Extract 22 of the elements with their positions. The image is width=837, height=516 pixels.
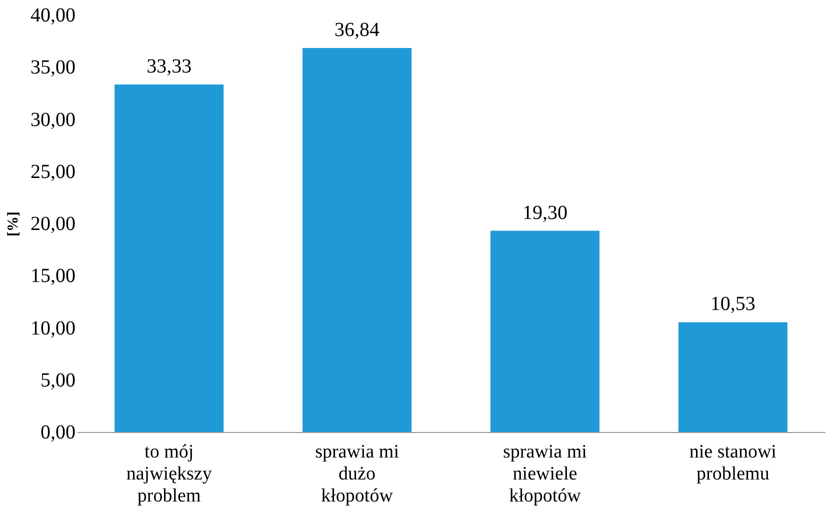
y-tick-label: 0,00: [40, 422, 76, 444]
y-tick-label: 35,00: [30, 56, 76, 79]
y-tick-label: 40,00: [30, 4, 76, 26]
data-label: 33,33: [146, 56, 192, 78]
bar: [490, 230, 600, 432]
y-tick-label: 25,00: [30, 160, 76, 183]
y-tick-label: 5,00: [40, 369, 76, 392]
y-tick-label: 10,00: [30, 317, 76, 340]
x-tick-label: sprawia mi niewiele kłopotów: [503, 442, 587, 506]
bar: [114, 84, 224, 432]
bar: [302, 48, 412, 432]
x-tick-label: sprawia mi dużo kłopotów: [315, 442, 399, 506]
x-tick-label: to mój największy problem: [126, 442, 212, 506]
data-label: 10,53: [710, 293, 756, 316]
y-tick-label: 20,00: [30, 213, 76, 235]
data-label: 36,84: [334, 18, 380, 41]
y-tick-label: 30,00: [30, 108, 76, 131]
x-tick-label: nie stanowi problemu: [689, 442, 776, 484]
bar: [678, 322, 788, 432]
y-tick-label: 15,00: [30, 265, 76, 288]
data-label: 19,30: [522, 202, 568, 224]
y-axis-title: [%]: [6, 212, 22, 236]
